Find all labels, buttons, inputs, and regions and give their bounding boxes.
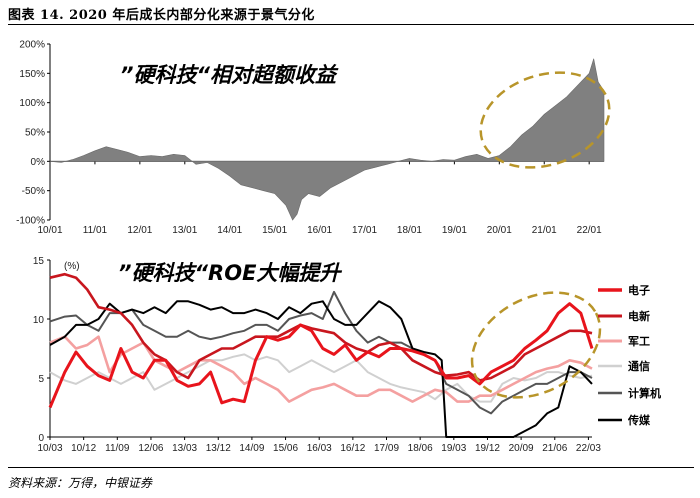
bottom-unit-label: (%) (64, 261, 80, 272)
series-line-计算机 (49, 290, 593, 415)
top-y-tick-label: 100% (19, 98, 45, 109)
top-highlight-ellipse (479, 71, 611, 169)
bottom-y-tick-label: 0 (38, 433, 44, 444)
bottom-x-tick-label: 13/03 (172, 443, 197, 454)
top-x-tick-label: 18/01 (397, 225, 422, 236)
top-x-tick-label: 12/01 (127, 225, 152, 236)
bottom-annotation: ”硬科技“ROE大幅提升 (118, 261, 342, 285)
bottom-x-tick-label: 22/03 (576, 443, 601, 454)
bottom-x-tick-label: 15/06 (273, 443, 298, 454)
top-y-tick-label: -100% (16, 216, 45, 227)
top-x-tick-label: 22/01 (577, 225, 602, 236)
bottom-x-tick-label: 10/12 (71, 443, 96, 454)
legend-label: 电新 (628, 309, 650, 323)
top-annotation: ”硬科技“相对超额收益 (120, 63, 339, 87)
top-x-tick-label: 15/01 (262, 225, 287, 236)
source-note: 资料来源：万得，中银证券 (8, 476, 153, 490)
top-rule (8, 24, 694, 25)
bottom-x-tick-label: 19/12 (475, 443, 500, 454)
excess-return-area-chart: 200% 150% 100% 50% 0% -50% -100%10/01 11/01 12/0… (16, 40, 611, 236)
bottom-x-tick-label: 21/06 (542, 443, 567, 454)
bottom-x-tick-label: 16/12 (340, 443, 365, 454)
bottom-highlight-ellipse (470, 291, 602, 399)
top-y-tick-label: 150% (19, 69, 45, 80)
bottom-x-tick-label: 14/09 (239, 443, 264, 454)
top-x-tick-label: 10/01 (37, 225, 62, 236)
legend-label: 计算机 (628, 386, 661, 400)
bottom-rule (8, 467, 694, 468)
legend-label: 传媒 (627, 413, 651, 427)
roe-line-chart: 15 10 5 0 (%) 10/03 10/12 11/09 12/06 13/03 13/12 1… (33, 256, 661, 454)
top-x-tick-label: 17/01 (352, 225, 377, 236)
figure-title: 图表 14. 2020 年后成长内部分化来源于景气分化 (8, 8, 315, 23)
series-line-电子 (48, 302, 594, 409)
top-y-tick-label: 200% (19, 40, 45, 51)
top-x-tick-label: 14/01 (217, 225, 242, 236)
bottom-y-tick-label: 15 (33, 256, 45, 267)
excess-return-area (49, 58, 605, 221)
top-x-tick-label: 20/01 (487, 225, 512, 236)
bottom-x-tick-label: 10/03 (37, 443, 62, 454)
top-x-tick-label: 11/01 (83, 225, 108, 236)
series-line-传媒 (49, 300, 593, 438)
bottom-x-tick-label: 13/12 (206, 443, 231, 454)
bottom-x-tick-label: 12/06 (138, 443, 163, 454)
bottom-x-tick-label: 11/09 (105, 443, 130, 454)
bottom-x-tick-label: 18/06 (408, 443, 433, 454)
top-y-tick-label: -50% (22, 186, 45, 197)
top-x-tick-label: 21/01 (532, 225, 557, 236)
top-x-tick-label: 13/01 (172, 225, 197, 236)
bottom-x-tick-label: 16/03 (307, 443, 332, 454)
legend-label: 通信 (628, 359, 650, 373)
bottom-x-tick-label: 19/03 (441, 443, 466, 454)
top-x-tick-label: 19/01 (442, 225, 467, 236)
top-y-tick-label: 50% (25, 128, 45, 139)
legend-label: 军工 (628, 335, 650, 348)
legend-label: 电子 (628, 283, 650, 297)
series-line-电新 (49, 272, 593, 382)
top-x-tick-label: 16/01 (307, 225, 332, 236)
top-y-tick-label: 0% (31, 157, 46, 168)
series-line-通信 (49, 353, 593, 403)
bottom-x-tick-label: 17/09 (374, 443, 399, 454)
bottom-y-tick-label: 5 (38, 374, 44, 385)
bottom-y-tick-label: 10 (33, 315, 45, 326)
bottom-x-tick-label: 20/09 (509, 443, 534, 454)
